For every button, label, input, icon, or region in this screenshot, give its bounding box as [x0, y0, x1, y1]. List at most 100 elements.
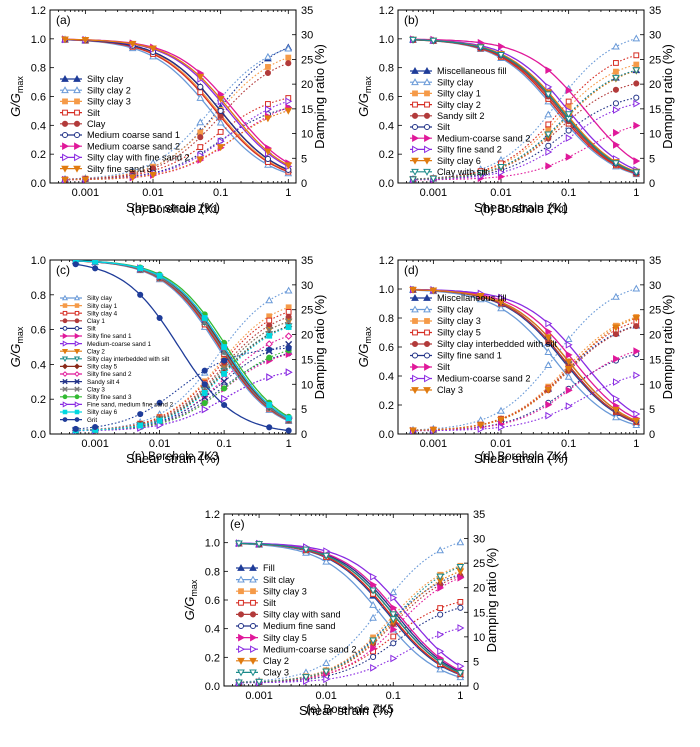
- damping-point: [264, 52, 272, 60]
- legend-marker: [423, 352, 431, 359]
- y2-tick-label: 0: [301, 178, 307, 190]
- legend-item: Silty clay 5: [410, 328, 481, 338]
- y2-axis-title: Damping ratio (%): [312, 44, 327, 149]
- legend-item: Silty clay 2: [60, 85, 131, 95]
- y2-tick-label: 10: [649, 379, 661, 391]
- damping-point: [285, 54, 292, 61]
- legend-marker: [74, 332, 81, 340]
- modulus-point: [196, 93, 205, 101]
- legend-label: Medium-coarse sand 1: [87, 341, 152, 348]
- legend-marker: [74, 318, 80, 324]
- legend-label: Medium coarse sand 1: [87, 130, 180, 140]
- y-tick-label: 0.0: [379, 429, 394, 441]
- legend-item: Silty clay 1: [410, 89, 481, 99]
- panel-caption: (d) Borehole ZK4: [480, 451, 568, 463]
- chart-panel-c: 0.001 0.01 0.1 1 0.0 0.2 0.4 0.6 0.8 1.0 0 5 10 15 20 2…: [8, 255, 327, 466]
- legend-marker: [74, 378, 80, 385]
- legend-label: Miscellaneous fill: [437, 66, 506, 76]
- legend-marker: [423, 387, 431, 395]
- legend-label: Clay 3: [87, 386, 105, 393]
- damping-point: [156, 421, 164, 429]
- modulus-point: [436, 659, 445, 667]
- damping-point: [544, 131, 553, 139]
- modulus-curve-8: [238, 542, 461, 667]
- legend-label: Clay 3: [263, 668, 289, 678]
- legend-marker: [73, 86, 81, 94]
- damping-point: [565, 127, 572, 134]
- legend-item: Silty fine sand 2: [410, 145, 502, 155]
- legend-marker: [250, 588, 256, 595]
- damping-point: [156, 399, 163, 406]
- y2-tick-label: 10: [473, 632, 485, 644]
- legend-label: Silty clay 5: [263, 633, 307, 643]
- legend-marker: [73, 348, 81, 355]
- legend-marker: [423, 157, 431, 165]
- legend-marker: [62, 142, 70, 151]
- legend-marker: [73, 294, 81, 301]
- plot-frame: [49, 259, 297, 435]
- damping-point: [264, 69, 271, 76]
- legend-marker: [423, 168, 431, 176]
- legend-marker: [412, 101, 418, 108]
- y2-tick-label: 25: [649, 54, 661, 66]
- damping-point: [436, 573, 445, 581]
- damping-point: [633, 61, 640, 68]
- legend-item: Silty clay 3: [236, 586, 307, 596]
- legend-marker: [61, 356, 69, 363]
- damping-point: [197, 134, 204, 141]
- legend-label: Silty clay: [437, 305, 474, 315]
- plot-area: [235, 538, 465, 686]
- damping-point: [266, 317, 273, 324]
- y-axis-title: G/Gmax: [356, 326, 373, 367]
- damping-point: [476, 422, 485, 430]
- y-tick-label: 1.0: [379, 284, 394, 296]
- modulus-point: [632, 417, 641, 425]
- damping-point: [545, 121, 552, 128]
- legend-label: Silty clay interbedded with silt: [87, 356, 169, 363]
- y2-axis-title: Damping ratio (%): [660, 295, 675, 400]
- damping-point: [72, 425, 79, 433]
- x-axis-title: Shear strain (%): [474, 200, 568, 215]
- y-tick-label: 0.2: [379, 400, 394, 412]
- legend-label: Clay 3: [437, 385, 463, 395]
- legend-marker: [250, 633, 258, 642]
- legend-marker: [62, 98, 68, 105]
- damping-point: [221, 370, 228, 377]
- legend-item: Silt: [410, 362, 450, 372]
- y2-tick-label: 30: [301, 30, 313, 42]
- damping-point: [197, 144, 204, 150]
- legend-item: Clay 3: [236, 668, 289, 678]
- damping-point: [221, 394, 229, 403]
- panel-label: (e): [230, 517, 245, 531]
- modulus-point: [156, 272, 163, 279]
- modulus-point: [498, 42, 506, 51]
- y2-tick-label: 30: [473, 534, 485, 546]
- y-tick-label: 0.6: [379, 342, 394, 354]
- y-tick-label: 1.0: [31, 255, 46, 267]
- modulus-point: [613, 140, 620, 149]
- x-tick-label: 0.01: [142, 187, 163, 199]
- y-axis-title-sub: max: [15, 76, 25, 94]
- legend-item: Silty fine sand 3: [60, 394, 132, 401]
- legend-marker: [250, 599, 256, 606]
- damping-curve-12: [75, 343, 289, 432]
- legend-label: Medium-coarse sand 2: [437, 374, 530, 384]
- x-tick-label: 1: [286, 438, 292, 450]
- damping-point: [633, 347, 641, 355]
- legend-item: Silty clay 6: [60, 409, 118, 416]
- legend-item: Clay with silt: [410, 167, 488, 177]
- damping-point: [632, 34, 641, 42]
- damping-curve-9: [64, 110, 289, 181]
- legend-marker: [62, 386, 68, 392]
- damping-curve-7: [413, 350, 637, 432]
- legend-item: Silty clay 3: [410, 316, 481, 326]
- damping-point: [457, 604, 464, 611]
- modulus-point: [497, 299, 505, 307]
- y-tick-label: 0.0: [31, 429, 46, 441]
- damping-point: [302, 674, 310, 681]
- damping-point: [285, 318, 293, 326]
- legend-marker: [411, 168, 419, 176]
- damping-point: [633, 94, 640, 101]
